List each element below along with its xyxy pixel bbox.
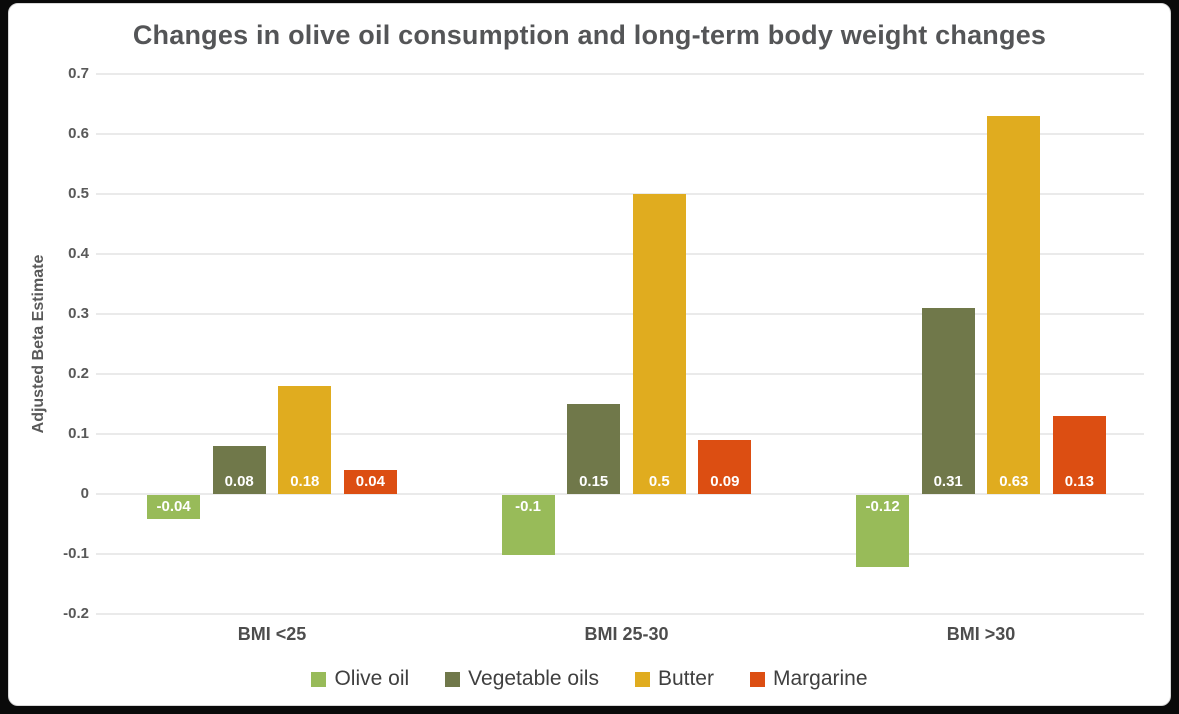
y-tick-label: 0.1 <box>68 425 89 442</box>
bar-value-label: 0.31 <box>933 473 963 490</box>
bar-value-label: -0.1 <box>515 498 542 515</box>
legend-swatch <box>634 671 650 687</box>
bar: 0.15 <box>567 404 621 494</box>
y-tick-label: 0.4 <box>68 245 89 262</box>
legend-label: Butter <box>657 667 714 690</box>
bar: 0.13 <box>1052 416 1106 494</box>
y-tick-label: -0.2 <box>63 605 89 622</box>
y-tick-label: 0.6 <box>68 125 89 142</box>
legend-item: Margarine <box>749 667 868 691</box>
chart-card: Changes in olive oil consumption and lon… <box>8 3 1171 706</box>
legend-label: Olive oil <box>334 667 410 690</box>
bar: -0.04 <box>147 495 201 519</box>
legend-swatch <box>749 671 765 687</box>
legend-label: Vegetable oils <box>468 667 599 690</box>
x-category-label: BMI <25 <box>237 624 307 644</box>
grid-line <box>96 193 1144 195</box>
grid-line <box>96 493 1144 495</box>
grid-line <box>96 373 1144 375</box>
plot-area: 0.7 0.6 0.5 0.4 0.3 0.2 0.1 0 -0.1 -0.2 -0.04 0.08 0… <box>9 4 1170 705</box>
bar: 0.04 <box>343 470 397 494</box>
y-tick-label: 0 <box>80 485 89 502</box>
bar: -0.1 <box>501 495 555 555</box>
bar: 0.31 <box>921 308 975 494</box>
grid-line <box>96 73 1144 75</box>
legend-item: Butter <box>634 667 714 691</box>
legend-swatch <box>445 671 461 687</box>
x-category-label: BMI >30 <box>946 624 1016 644</box>
bar-value-label: 0.15 <box>579 473 609 490</box>
legend-swatch <box>311 671 327 687</box>
bar-value-label: 0.09 <box>710 473 740 490</box>
chart-title: Changes in olive oil consumption and lon… <box>132 20 1047 50</box>
legend-label: Margarine <box>772 667 868 690</box>
bar-value-label: 0.18 <box>290 473 320 490</box>
bar-value-label: 0.04 <box>355 473 385 490</box>
bar-value-label: -0.12 <box>865 498 900 515</box>
grid-line <box>96 253 1144 255</box>
bar: -0.12 <box>856 495 910 567</box>
legend-item: Vegetable oils <box>445 667 599 691</box>
y-tick-label: 0.7 <box>68 65 89 82</box>
legend-item: Olive oil <box>311 667 409 691</box>
grid-line <box>96 133 1144 135</box>
bar-value-label: 0.13 <box>1064 473 1094 490</box>
grid-line <box>96 313 1144 315</box>
bar-value-label: -0.04 <box>156 498 191 515</box>
bar: 0.08 <box>212 446 266 494</box>
bar: 0.5 <box>632 194 686 494</box>
y-tick-label: 0.5 <box>68 185 89 202</box>
y-tick-label: 0.3 <box>68 305 89 322</box>
y-tick-label: -0.1 <box>63 545 89 562</box>
legend: Olive oil Vegetable oils Butter Margarine <box>9 662 1170 696</box>
x-category-label: BMI 25-30 <box>584 624 669 644</box>
bar-value-label: 0.08 <box>224 473 254 490</box>
bar-value-label: 0.5 <box>648 473 670 490</box>
y-tick-label: 0.2 <box>68 365 89 382</box>
grid-line <box>96 553 1144 555</box>
bar: 0.18 <box>278 386 332 494</box>
bar: 0.09 <box>698 440 752 494</box>
bar-value-label: 0.63 <box>999 473 1029 490</box>
bar: 0.63 <box>987 116 1041 494</box>
grid-line <box>96 613 1144 615</box>
